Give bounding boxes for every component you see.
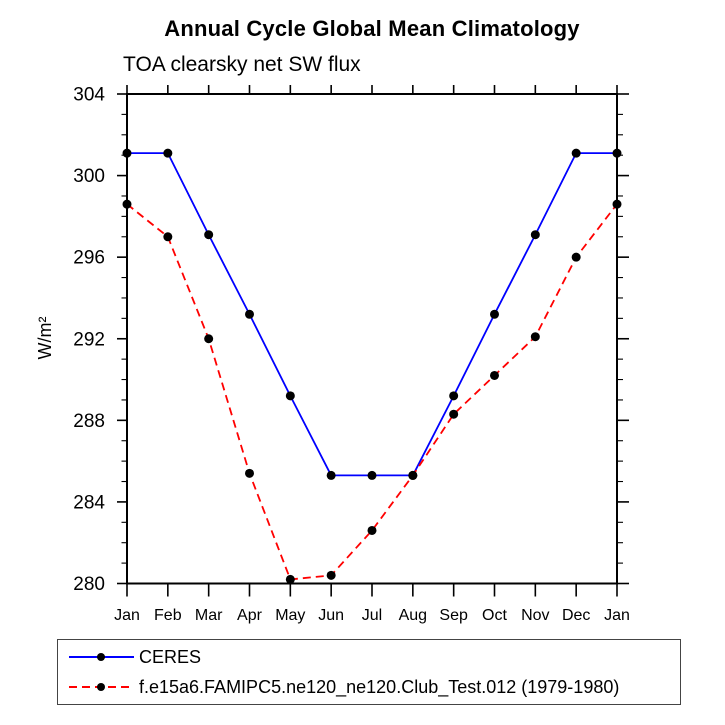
series-line-1 (126, 203, 618, 581)
legend-line-sample-dashed (69, 683, 134, 691)
data-point-marker (285, 574, 295, 584)
y-tick-label: 300 (73, 166, 105, 187)
legend: CERES f.e15a6.FAMIPC5.ne120_ne120.Club_T… (57, 639, 681, 705)
data-point-marker (612, 199, 622, 209)
plot-generated-content: 280 284 288 292 296 300 304 Jan Feb Mar Apr May Jun J… (73, 85, 630, 625)
legend-label: f.e15a6.FAMIPC5.ne120_ne120.Club_Test.01… (139, 676, 620, 697)
plot-area: W/m² 280 284 288 292 296 300 304 Jan Feb Mar Apr Ma… (35, 85, 630, 625)
data-point-marker (490, 309, 499, 319)
data-point-marker (367, 525, 377, 535)
legend-label: CERES (139, 646, 202, 667)
data-point-marker (285, 391, 295, 401)
legend-marker-dot (97, 683, 105, 691)
x-tick-label: Jan (604, 607, 630, 624)
x-tick-label: Apr (237, 607, 263, 624)
y-tick-label: 304 (73, 85, 105, 106)
x-tick-label: Sep (439, 607, 468, 624)
data-point-marker (163, 232, 173, 242)
x-tick-label: Aug (399, 607, 427, 624)
x-tick-label: Feb (154, 607, 182, 624)
x-tick-label: Nov (521, 607, 549, 624)
x-tick-label: Dec (562, 607, 590, 624)
data-point-marker (408, 470, 418, 480)
y-tick-label: 292 (73, 329, 105, 350)
chart-title: Annual Cycle Global Mean Climatology (164, 16, 580, 41)
legend-item-ceres: CERES (66, 642, 680, 672)
y-tick-label: 296 (73, 248, 105, 269)
data-point-marker (245, 468, 254, 478)
data-point-marker (571, 252, 581, 262)
x-tick-label: Jan (114, 607, 140, 624)
data-point-marker (490, 370, 499, 380)
x-tick-label: Mar (195, 607, 223, 624)
data-point-marker (204, 230, 214, 240)
y-tick-label: 284 (73, 492, 105, 513)
y-tick-label: 288 (73, 411, 105, 432)
legend-marker-dot (97, 653, 105, 661)
data-point-marker (326, 470, 336, 480)
data-point-marker (204, 334, 214, 344)
x-tick-label: Oct (482, 607, 507, 624)
x-tick-label: Jul (362, 607, 382, 624)
data-point-marker (245, 309, 254, 319)
data-point-marker (571, 148, 581, 158)
data-point-marker (367, 470, 377, 480)
data-point-marker (530, 332, 540, 342)
x-tick-label: May (275, 607, 305, 624)
data-point-marker (449, 409, 459, 419)
data-point-marker (122, 148, 132, 158)
data-point-marker (326, 570, 336, 580)
y-tick-label: 280 (73, 574, 105, 595)
legend-item-model: f.e15a6.FAMIPC5.ne120_ne120.Club_Test.01… (66, 672, 680, 702)
plot-frame (126, 93, 618, 585)
data-point-marker (449, 391, 459, 401)
data-point-marker (530, 230, 540, 240)
data-point-marker (612, 148, 622, 158)
legend-line-sample-solid (69, 653, 134, 661)
data-point-marker (163, 148, 173, 158)
chart-subtitle: TOA clearsky net SW flux (123, 53, 361, 76)
series-line-0 (127, 152, 617, 477)
data-point-marker (122, 199, 132, 209)
y-axis-label: W/m² (35, 317, 55, 360)
x-tick-label: Jun (318, 607, 344, 624)
